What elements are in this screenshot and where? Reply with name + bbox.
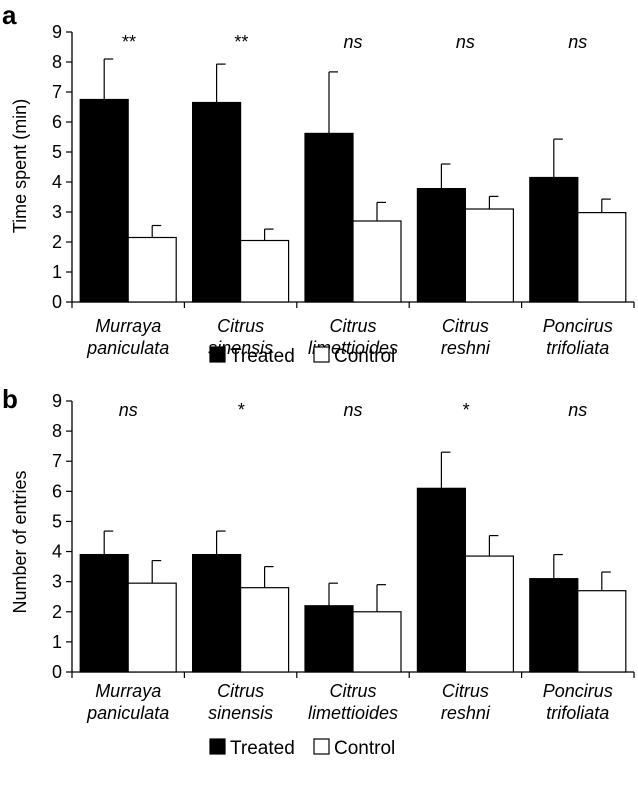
y-tick-label: 2 <box>52 602 62 622</box>
y-tick-label: 9 <box>52 391 62 411</box>
bar-control <box>240 239 290 303</box>
bar-control <box>464 208 514 303</box>
bar-control <box>352 611 402 673</box>
y-tick-label: 8 <box>52 421 62 441</box>
category-label: Murraya <box>95 316 161 336</box>
category-label: Citrus <box>329 681 376 701</box>
y-tick-label: 7 <box>52 451 62 471</box>
category-label: paniculata <box>86 703 169 723</box>
legend-label-control: Control <box>334 346 395 367</box>
legend-swatch-control <box>313 346 330 363</box>
significance-label: ns <box>456 32 475 52</box>
y-tick-label: 0 <box>52 662 62 682</box>
y-tick-label: 0 <box>52 292 62 312</box>
legend-swatch-treated <box>209 346 226 363</box>
y-tick-label: 6 <box>52 481 62 501</box>
bar-control <box>240 587 290 673</box>
significance-label: ns <box>568 400 587 420</box>
y-tick-label: 7 <box>52 82 62 102</box>
legend-swatch-control <box>313 738 330 755</box>
significance-label: * <box>237 400 245 420</box>
bar-treated <box>529 176 579 303</box>
category-label: sinensis <box>208 703 273 723</box>
y-tick-label: 8 <box>52 52 62 72</box>
category-label: trifoliata <box>546 703 609 723</box>
bar-control <box>577 590 627 673</box>
y-tick-label: 3 <box>52 202 62 222</box>
significance-label: ** <box>121 32 136 52</box>
bar-control <box>127 582 177 673</box>
y-axis-label-b: Number of entries <box>10 470 30 613</box>
panel-b-chart: b Number of entries 0 1 2 3 4 5 6 7 8 9 ns Murrayap… <box>2 384 635 759</box>
significance-label: ** <box>234 32 249 52</box>
significance-label: ns <box>343 32 362 52</box>
bar-treated <box>304 132 354 303</box>
panel-letter-a: a <box>2 0 17 30</box>
y-tick-label: 1 <box>52 632 62 652</box>
y-tick-label: 4 <box>52 542 62 562</box>
significance-label: ns <box>568 32 587 52</box>
bar-treated <box>416 188 466 303</box>
panel-letter-b: b <box>2 384 18 414</box>
category-label: Poncirus <box>543 316 613 336</box>
bar-treated <box>79 98 129 303</box>
bar-control <box>464 555 514 673</box>
category-label: paniculata <box>86 338 169 358</box>
significance-label: * <box>462 400 470 420</box>
category-label: Citrus <box>329 316 376 336</box>
bar-control <box>577 212 627 303</box>
category-label: Citrus <box>442 316 489 336</box>
category-label: Citrus <box>442 681 489 701</box>
category-label: reshni <box>441 338 491 358</box>
bar-treated <box>79 553 129 673</box>
category-label: Citrus <box>217 316 264 336</box>
bar-treated <box>304 605 354 673</box>
category-label: Murraya <box>95 681 161 701</box>
y-tick-label: 1 <box>52 262 62 282</box>
y-tick-label: 2 <box>52 232 62 252</box>
y-tick-label: 6 <box>52 112 62 132</box>
category-label: limettioides <box>308 338 398 358</box>
y-tick-label: 4 <box>52 172 62 192</box>
category-label: trifoliata <box>546 338 609 358</box>
significance-label: ns <box>343 400 362 420</box>
y-tick-label: 9 <box>52 22 62 42</box>
bar-treated <box>192 553 242 673</box>
category-label: Poncirus <box>543 681 613 701</box>
y-axis-label-a: Time spent (min) <box>10 99 30 233</box>
bar-control <box>352 220 402 303</box>
panel-a-chart: a Time spent (min) 0 1 2 3 4 5 6 7 8 9 ** Murrayapa… <box>2 0 635 367</box>
category-label: Citrus <box>217 681 264 701</box>
bar-treated <box>529 578 579 673</box>
category-label: reshni <box>441 703 491 723</box>
bar-treated <box>192 101 242 303</box>
bar-control <box>127 236 177 303</box>
legend-label-treated: Treated <box>230 346 295 367</box>
legend-swatch-treated <box>209 738 226 755</box>
y-tick-label: 5 <box>52 511 62 531</box>
category-label: limettioides <box>308 703 398 723</box>
y-tick-label: 5 <box>52 142 62 162</box>
legend-label-control: Control <box>334 738 395 759</box>
significance-label: ns <box>119 400 138 420</box>
y-tick-label: 3 <box>52 572 62 592</box>
bar-treated <box>416 487 466 673</box>
legend-label-treated: Treated <box>230 738 295 759</box>
